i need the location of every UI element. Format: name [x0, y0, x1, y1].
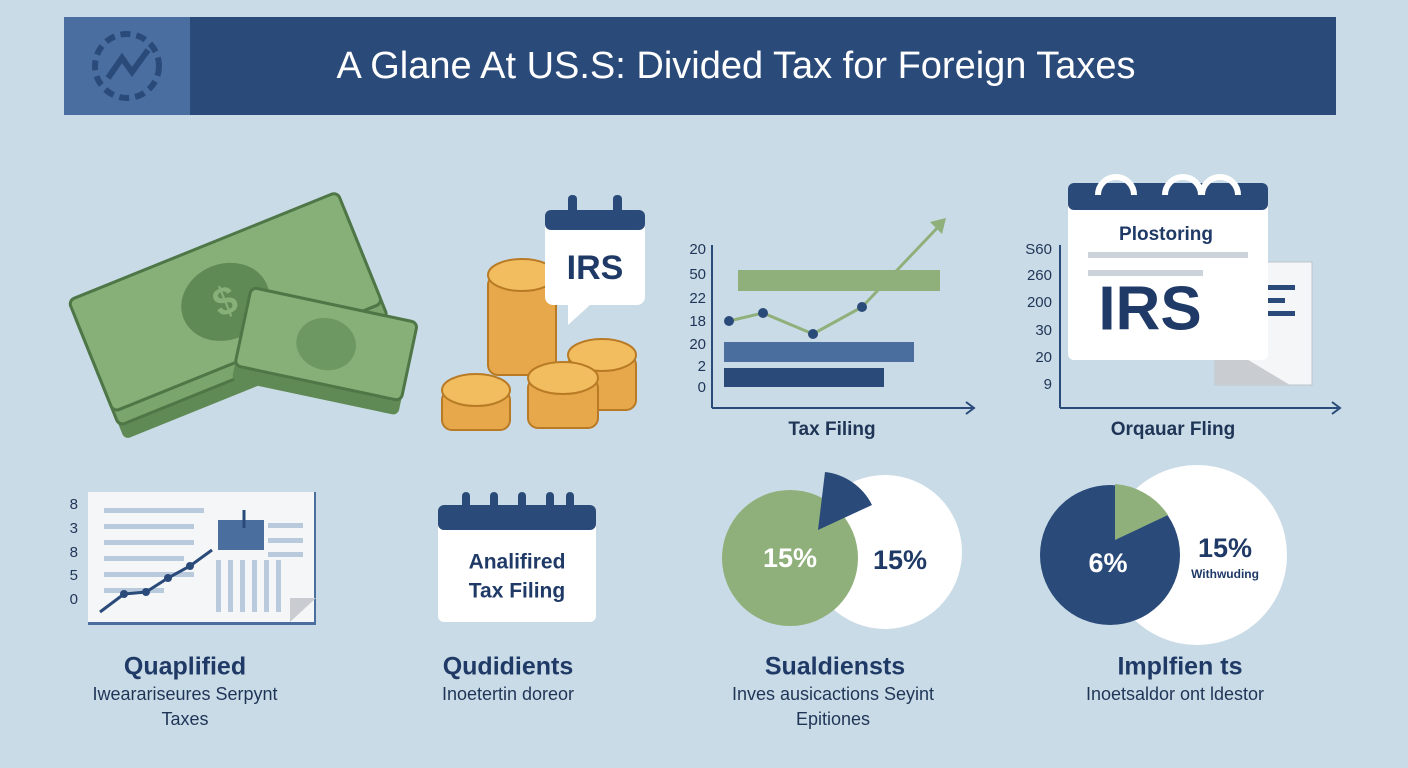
header-icon	[92, 31, 162, 101]
bar	[738, 270, 940, 291]
tick-label: 50	[689, 266, 706, 283]
ring	[613, 195, 622, 220]
caption: Orqauar Fling	[1111, 419, 1236, 440]
doc-block	[218, 520, 264, 550]
description: Taxes	[161, 709, 208, 729]
axis-arrow	[965, 401, 976, 415]
bubble-tail	[568, 305, 590, 325]
card-title: Plostoring	[1119, 224, 1213, 245]
trend-line	[728, 305, 863, 336]
description: Inoetsaldor ont ldestor	[1086, 684, 1264, 704]
bar	[724, 368, 884, 387]
trend-points	[724, 302, 867, 339]
tick-label: 9	[1044, 376, 1052, 393]
tick-label: 20	[689, 336, 706, 353]
tick-label: 8	[70, 496, 78, 513]
doc-lines	[104, 508, 303, 612]
description: Iwearariseures Serpynt	[92, 684, 277, 704]
tick-label: S60	[1025, 241, 1052, 258]
money-stack: $	[68, 192, 418, 438]
card-line: Analifired	[469, 551, 566, 574]
tick-label: 20	[1035, 349, 1052, 366]
header-bar	[64, 17, 1336, 115]
tick-label: 260	[1027, 267, 1052, 284]
caption: Tax Filing	[788, 419, 875, 440]
wedge	[1115, 484, 1168, 540]
description: Inoetertin doreor	[442, 684, 574, 704]
pct-sublabel: Withwuding	[1191, 567, 1259, 581]
pct-label: 6%	[1088, 548, 1127, 578]
calendar-rings	[1095, 174, 1241, 196]
ring	[568, 195, 577, 220]
card-line	[1088, 252, 1248, 258]
tick-label: 0	[698, 379, 706, 396]
description: Epitiones	[796, 709, 870, 729]
irs-bubble	[545, 210, 645, 305]
calendar-top	[1068, 183, 1268, 210]
pct-label: 15%	[873, 545, 927, 575]
tick-label: 20	[689, 241, 706, 258]
trend-points	[120, 562, 194, 598]
calendar-top	[438, 505, 596, 530]
card-line: Tax Filing	[469, 580, 565, 603]
calendar-rings	[462, 492, 574, 516]
wedge	[818, 472, 872, 530]
tick-label: 8	[70, 544, 78, 561]
bubble-top	[545, 210, 645, 230]
card-line	[1088, 270, 1203, 276]
tick-label: 18	[689, 313, 706, 330]
tick-label: 0	[70, 591, 78, 608]
trend-arrow	[860, 223, 942, 309]
doc-curl	[290, 598, 316, 622]
tick-label: 22	[689, 290, 706, 307]
pct-label: 15%	[1198, 533, 1252, 563]
irs-badge: IRS	[567, 249, 624, 287]
header-title: A Glane At US.S: Divided Tax for Foreign…	[336, 45, 1135, 87]
tick-label: 200	[1027, 294, 1052, 311]
calendar-card	[438, 505, 596, 622]
tick-label: 30	[1035, 322, 1052, 339]
trend-line	[99, 548, 213, 614]
section-title: Sualdiensts	[765, 653, 905, 681]
card-irs: IRS	[1098, 274, 1201, 343]
arrow-head	[930, 218, 946, 234]
pct-label: 15%	[763, 543, 817, 573]
axis-arrow	[1331, 401, 1342, 415]
description: Inves ausicactions Seyint	[732, 684, 934, 704]
section-title: Qudidients	[443, 653, 574, 681]
bar	[724, 342, 914, 362]
section-title: Quaplified	[124, 653, 246, 681]
coins	[441, 258, 637, 431]
header-icon-line	[105, 48, 151, 80]
tick-label: 5	[70, 567, 78, 584]
section-title: Implfien ts	[1117, 653, 1242, 681]
tick-label: 2	[698, 358, 706, 375]
tick-label: 3	[70, 520, 78, 537]
